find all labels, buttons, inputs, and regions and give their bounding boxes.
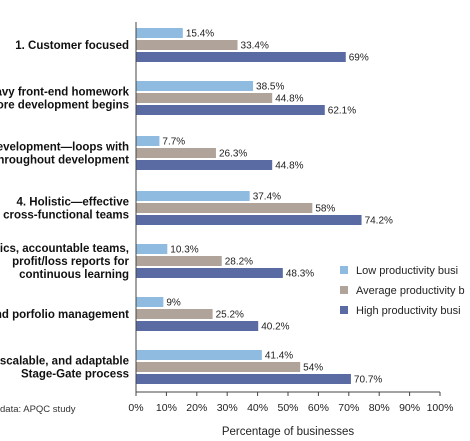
category-label: nd porfolio management [0, 309, 129, 321]
bar-low-3 [136, 136, 160, 146]
data-label: 41.4% [265, 351, 293, 362]
data-label: 54% [303, 363, 323, 374]
bar-low-6 [136, 297, 164, 307]
legend-entry: Low productivity busi [356, 265, 458, 277]
legend-entry: Average productivity b [356, 285, 465, 297]
bar-average-4 [136, 203, 313, 213]
category-label: avy front-end homework [0, 87, 130, 99]
category-label: Stage-Gate process [21, 369, 129, 381]
bar-average-1 [136, 40, 238, 50]
data-label: 69% [349, 53, 369, 64]
category-label: profit/loss reports for [12, 256, 129, 268]
data-label: 15.4% [186, 29, 214, 40]
data-label: 7.7% [162, 137, 185, 148]
legend-swatch [340, 286, 348, 294]
x-tick-label: 100% [427, 402, 454, 414]
data-label: 26.3% [219, 149, 247, 160]
x-ticks: 0% 10% 20% 30% 40% 50% 60% 70% 80% 90% 100% [128, 392, 453, 414]
data-label: 9% [166, 298, 181, 309]
bar-low-2 [136, 81, 254, 91]
bars-layer: 15.4%33.4%69%38.5%44.8%62.1%7.7%26.3%44.… [136, 28, 393, 386]
data-label: 70.7% [354, 375, 382, 386]
data-label: 33.4% [241, 41, 269, 52]
x-tick-label: 0% [128, 402, 143, 414]
data-label: 37.4% [253, 192, 281, 203]
category-label: ore development begins [0, 100, 129, 112]
data-label: 44.8% [275, 161, 303, 172]
data-label: 44.8% [275, 94, 303, 105]
data-label: 58% [315, 204, 335, 215]
x-tick-label: 10% [156, 402, 177, 414]
bar-high-4 [136, 215, 362, 225]
data-label: 40.2% [261, 322, 289, 333]
bar-high-1 [136, 52, 346, 62]
category-label: throughout development [0, 155, 129, 167]
source-note: data: APQC study [0, 404, 76, 415]
x-axis-title: Percentage of businesses [222, 426, 355, 438]
category-label: ics, accountable teams, [0, 243, 129, 255]
data-label: 28.2% [225, 257, 253, 268]
x-tick-label: 90% [399, 402, 420, 414]
data-label: 62.1% [328, 106, 356, 117]
legend-swatch [340, 266, 348, 274]
legend: Low productivity busi Average productivit… [340, 265, 465, 317]
bar-average-7 [136, 362, 301, 372]
x-tick-label: 30% [217, 402, 238, 414]
bar-average-2 [136, 93, 273, 103]
bar-high-2 [136, 105, 325, 115]
x-tick-label: 20% [186, 402, 207, 414]
bar-low-5 [136, 244, 168, 254]
legend-entry: High productivity busi [356, 305, 461, 317]
bar-high-5 [136, 268, 283, 278]
bar-average-6 [136, 309, 213, 319]
category-labels: 1. Customer focused avy front-end homewor… [0, 40, 130, 381]
category-label: scalable, and adaptable [0, 356, 129, 368]
x-tick-label: 50% [277, 402, 298, 414]
x-tick-label: 40% [247, 402, 268, 414]
category-label: development—loops with [0, 142, 129, 154]
category-label: 4. Holistic—effective [17, 197, 129, 209]
bar-high-3 [136, 160, 273, 170]
data-label: 10.3% [170, 245, 198, 256]
bar-high-6 [136, 321, 259, 331]
category-label: continuous learning [19, 269, 129, 281]
x-tick-label: 80% [369, 402, 390, 414]
bar-average-5 [136, 256, 222, 266]
data-label: 74.2% [365, 216, 393, 227]
bar-low-4 [136, 191, 250, 201]
category-label: 1. Customer focused [15, 40, 129, 52]
category-label: cross-functional teams [3, 210, 129, 222]
x-tick-label: 60% [308, 402, 329, 414]
data-label: 25.2% [216, 310, 244, 321]
data-label: 38.5% [256, 82, 284, 93]
data-label: 48.3% [286, 269, 314, 280]
bar-high-7 [136, 374, 351, 384]
legend-swatch [340, 306, 348, 314]
x-tick-label: 70% [338, 402, 359, 414]
bar-low-7 [136, 350, 262, 360]
bar-low-1 [136, 28, 183, 38]
bar-average-3 [136, 148, 216, 158]
